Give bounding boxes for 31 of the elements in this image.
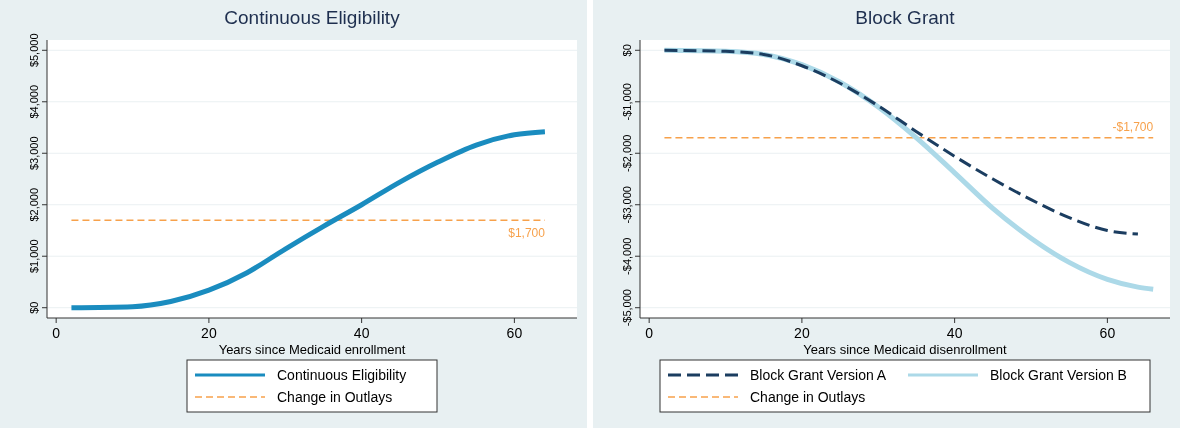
- x-tick-label: 20: [794, 325, 810, 341]
- x-tick-label: 40: [353, 325, 370, 341]
- legend-label: Continuous Eligibility: [277, 367, 407, 383]
- x-tick-label: 60: [506, 325, 523, 341]
- y-tick-label: $3,000: [28, 136, 40, 171]
- x-tick-label: 20: [201, 325, 217, 341]
- y-tick-label: -$3,000: [621, 186, 633, 224]
- y-tick-label: -$4,000: [621, 237, 633, 275]
- y-tick-label: $1,000: [28, 239, 40, 274]
- x-tick-label: 0: [52, 325, 61, 341]
- y-tick-label: $4,000: [28, 84, 40, 119]
- annotation: $1,700: [508, 226, 546, 241]
- x-tick-label: 60: [1099, 325, 1116, 341]
- y-tick-label: -$1,000: [621, 83, 633, 121]
- y-tick-label: $0: [621, 44, 633, 57]
- y-tick-label: -$2,000: [621, 134, 633, 172]
- chart-title: Continuous Eligibility: [224, 7, 401, 28]
- x-axis-title: Years since Medicaid disenrollment: [803, 342, 1008, 357]
- legend-label: Block Grant Version B: [990, 367, 1127, 383]
- legend-label: Block Grant Version A: [750, 367, 887, 383]
- y-tick-label: -$5,000: [621, 289, 633, 327]
- chart-title: Block Grant: [855, 7, 956, 28]
- y-tick-label: $2,000: [28, 187, 40, 222]
- annotation: -$1,700: [1112, 119, 1154, 134]
- x-tick-label: 0: [645, 325, 654, 341]
- legend-label: Change in Outlays: [277, 389, 393, 405]
- x-tick-label: 40: [946, 325, 963, 341]
- y-tick-label: $0: [28, 301, 40, 314]
- x-axis-title: Years since Medicaid enrollment: [218, 342, 406, 357]
- y-tick-label: $5,000: [28, 33, 40, 68]
- legend-label: Change in Outlays: [750, 389, 866, 405]
